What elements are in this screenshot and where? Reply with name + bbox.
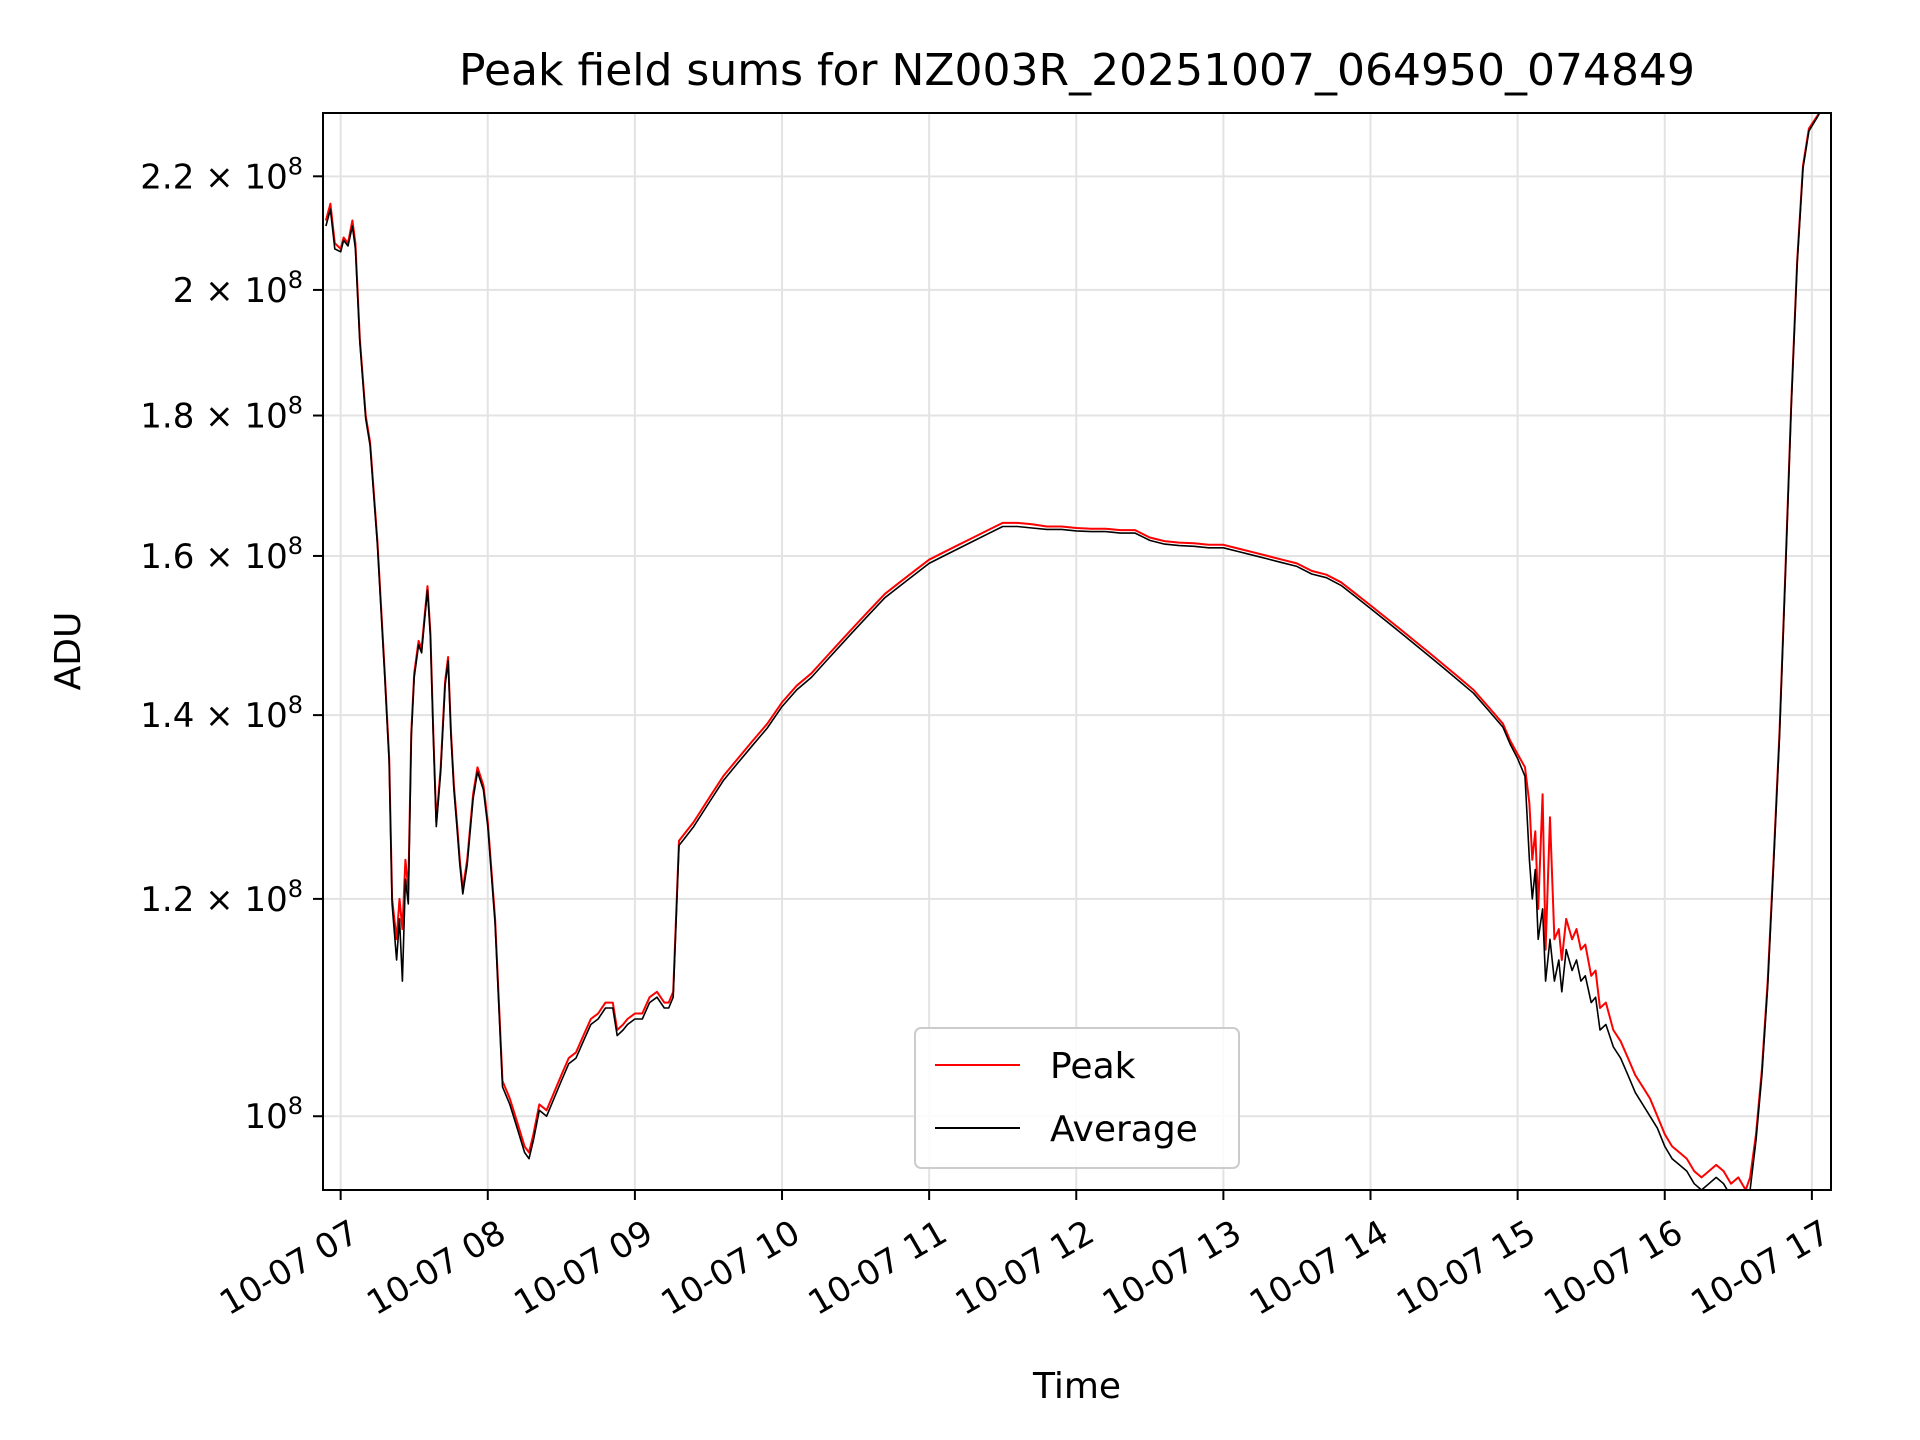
y-tick-base: 10 bbox=[244, 880, 287, 920]
y-tick-base: 10 bbox=[244, 1097, 287, 1137]
y-tick-exponent: 8 bbox=[288, 266, 303, 294]
y-tick-label: 1.4 × 108 bbox=[140, 691, 303, 736]
y-axis-label: ADU bbox=[48, 612, 89, 691]
y-tick-base: 10 bbox=[244, 271, 287, 311]
legend-box bbox=[914, 1027, 1240, 1169]
y-tick-label: 1.2 × 108 bbox=[140, 875, 303, 920]
y-tick-exponent: 8 bbox=[288, 392, 303, 420]
y-tick-base: 10 bbox=[244, 397, 287, 437]
y-tick-mantissa: 2.2 × bbox=[140, 157, 244, 197]
y-tick-label: 108 bbox=[244, 1092, 303, 1137]
series-layer bbox=[324, 113, 1821, 1190]
series-line-average bbox=[325, 113, 1820, 1190]
y-tick-base: 10 bbox=[244, 537, 287, 577]
y-tick-label: 1.6 × 108 bbox=[140, 532, 303, 577]
y-tick-exponent: 8 bbox=[288, 1092, 303, 1120]
y-tick-exponent: 8 bbox=[288, 875, 303, 903]
y-tick-base: 10 bbox=[244, 157, 287, 197]
legend-label-average: Average bbox=[1050, 1109, 1198, 1150]
grid bbox=[323, 113, 1831, 1190]
legend-label-peak: Peak bbox=[1050, 1046, 1136, 1087]
y-tick-label: 1.8 × 108 bbox=[140, 392, 303, 437]
x-axis-label: Time bbox=[1032, 1366, 1121, 1407]
y-tick-label: 2.2 × 108 bbox=[140, 152, 303, 197]
y-tick-mantissa: 1.4 × bbox=[140, 696, 244, 736]
chart-title: Peak field sums for NZ003R_20251007_0649… bbox=[459, 45, 1695, 96]
y-tick-mantissa: 1.6 × bbox=[140, 537, 244, 577]
y-tick-mantissa: 1.2 × bbox=[140, 880, 244, 920]
y-tick-exponent: 8 bbox=[288, 152, 303, 180]
y-tick-base: 10 bbox=[244, 696, 287, 736]
y-tick-label: 2 × 108 bbox=[173, 266, 303, 311]
y-tick-exponent: 8 bbox=[288, 532, 303, 560]
y-tick-mantissa: 1.8 × bbox=[140, 397, 244, 437]
y-tick-exponent: 8 bbox=[288, 691, 303, 719]
legend: Peak Average bbox=[914, 1027, 1240, 1169]
y-tick-mantissa: 2 × bbox=[173, 271, 245, 311]
